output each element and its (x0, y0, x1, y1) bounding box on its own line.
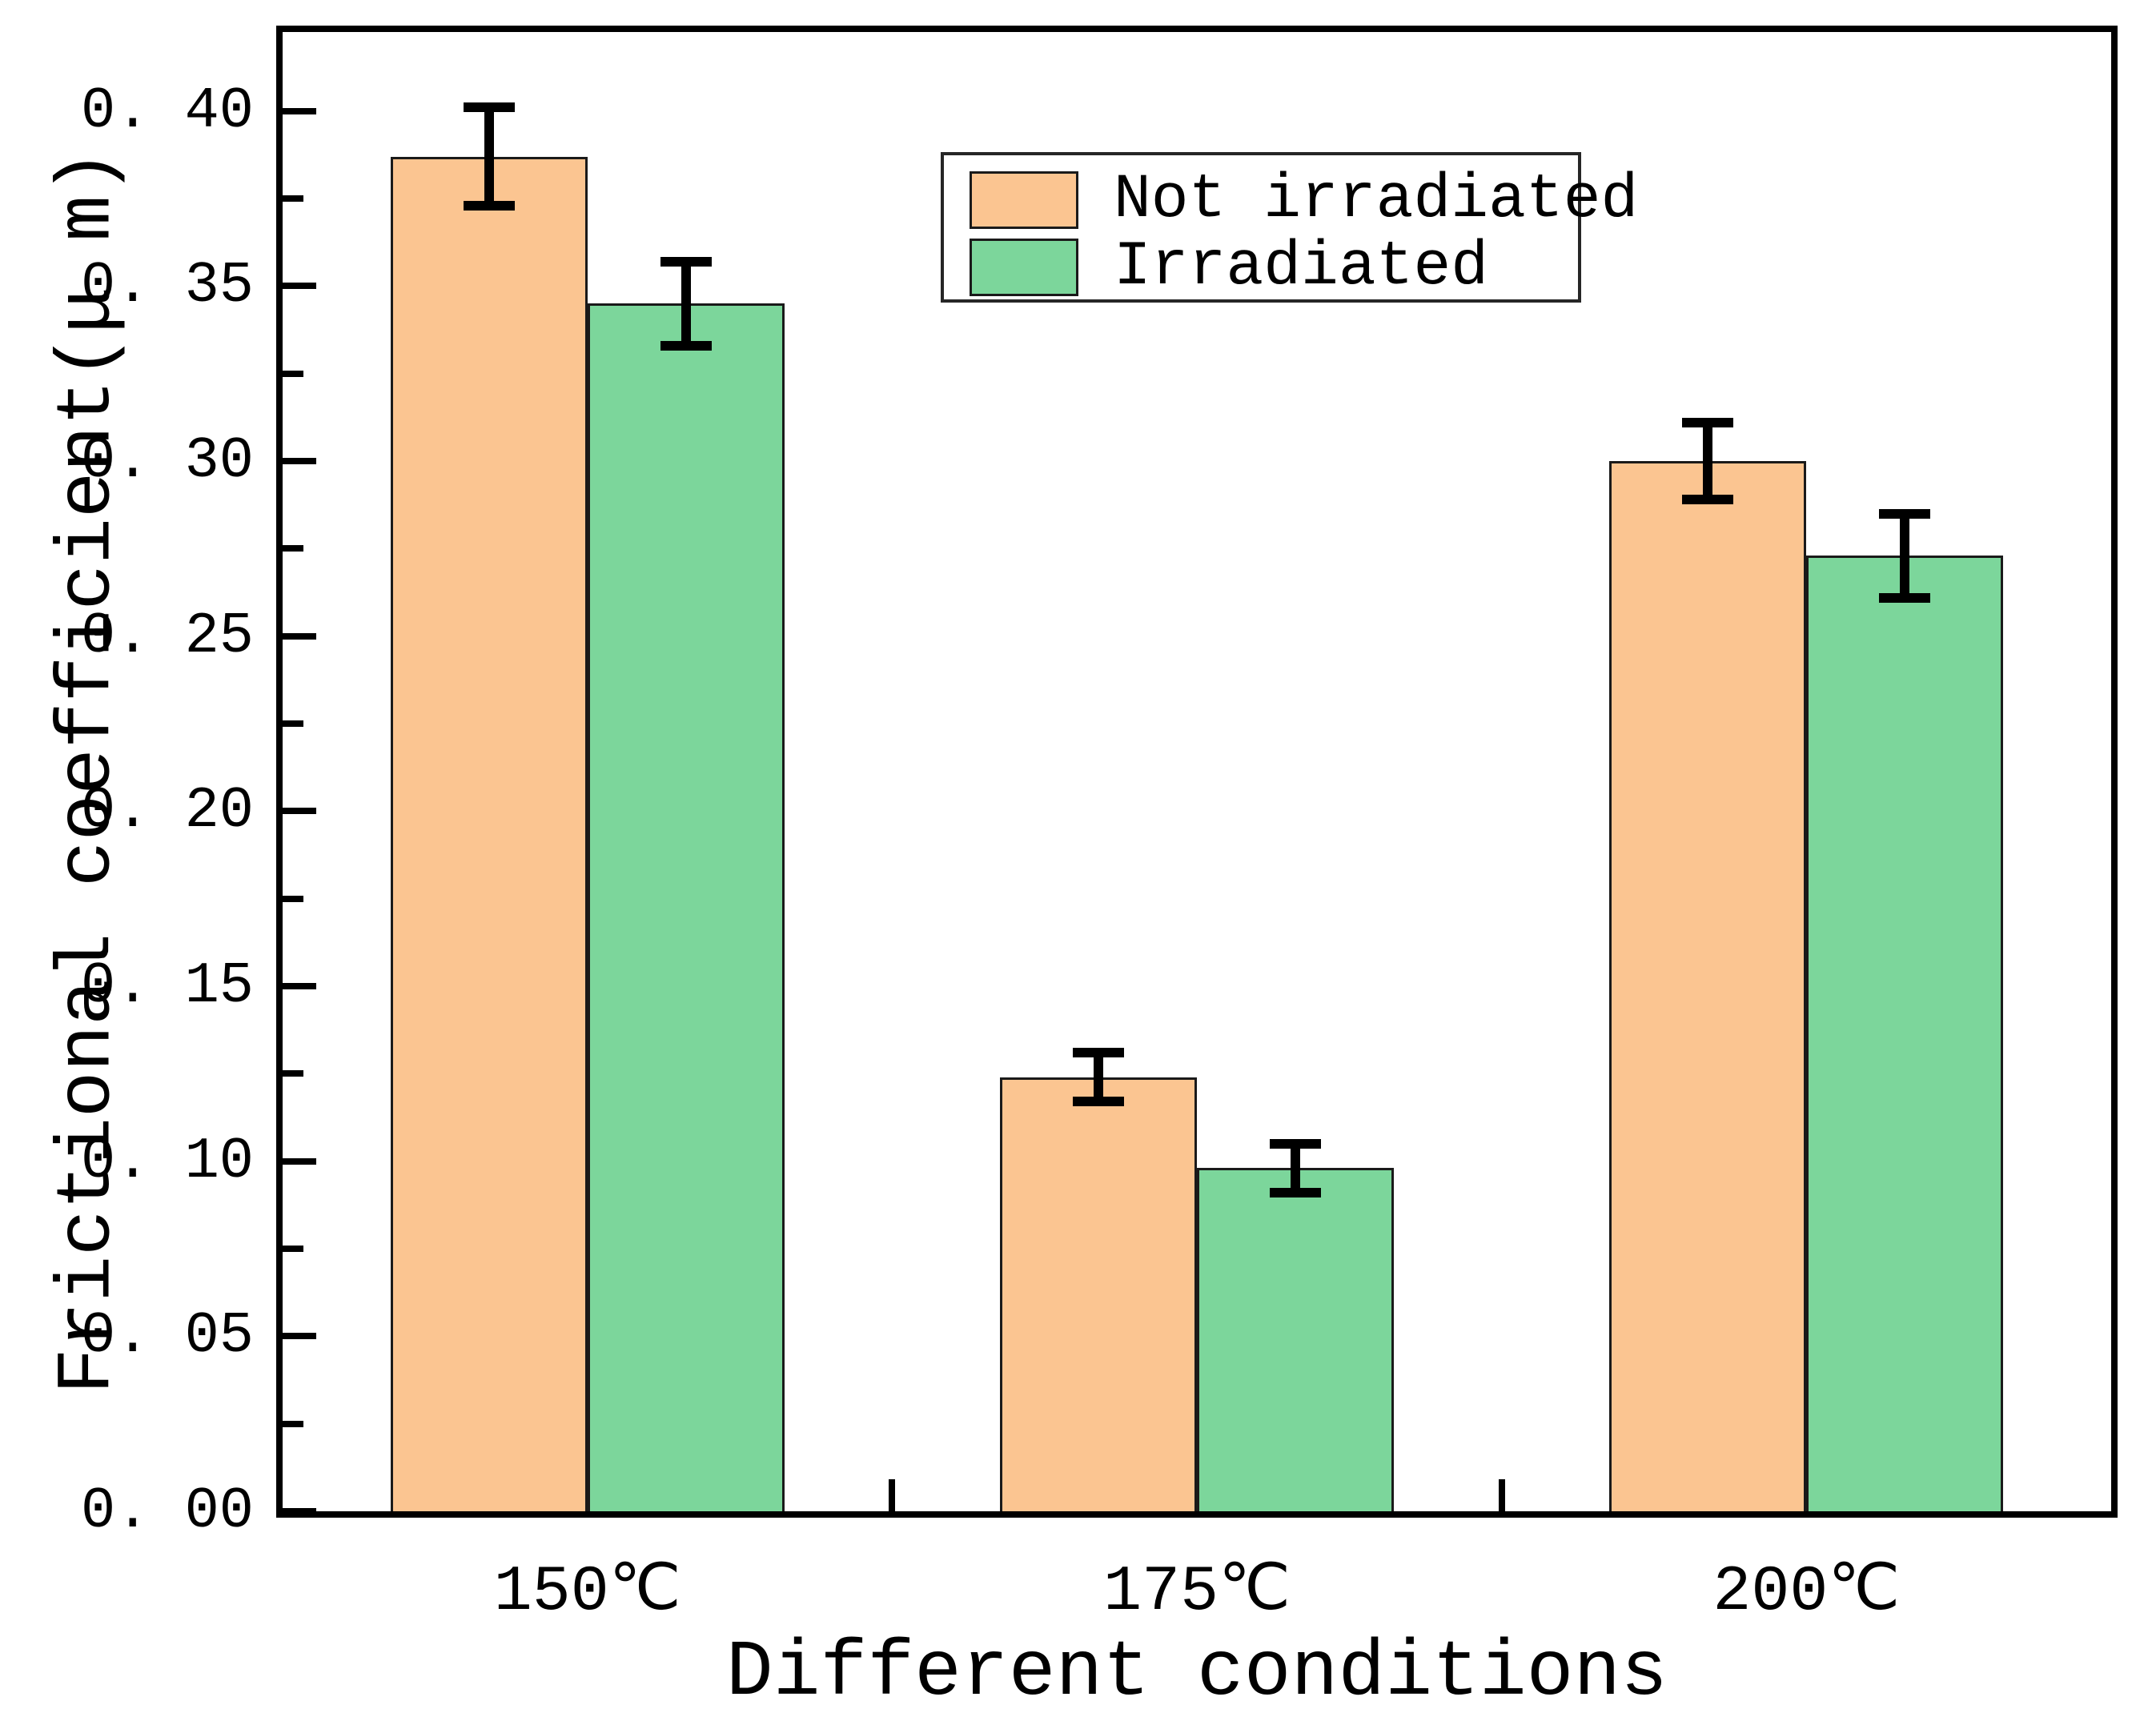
legend-label: Irradiated (1114, 232, 1489, 303)
y-minor-tick (283, 895, 303, 902)
bar-not-irradiated-150c (390, 156, 588, 1511)
y-tick-label: 0. 40 (80, 78, 254, 144)
y-axis-title: Frictional coefficient(μ m) (44, 149, 132, 1394)
bar-irradiated-200c (1806, 556, 2004, 1511)
y-major-tick (283, 107, 316, 114)
error-bar-cap-bottom (1270, 1188, 1321, 1198)
y-minor-tick (283, 545, 303, 552)
error-bar-cap-top (1879, 508, 1931, 519)
x-boundary-tick (889, 1479, 896, 1511)
y-tick-label: 0. 25 (80, 603, 254, 669)
legend-swatch-irradiated (970, 239, 1078, 296)
x-boundary-tick (1498, 1479, 1505, 1511)
y-major-tick (283, 983, 316, 990)
bar-irradiated-150c (587, 303, 785, 1511)
y-tick-label: 0. 30 (80, 428, 254, 495)
error-bar-cap-top (660, 256, 712, 267)
error-bar-cap-top (1682, 418, 1734, 428)
error-bar-cap-bottom (1682, 495, 1734, 505)
error-bar-cap-bottom (1073, 1097, 1124, 1107)
error-bar-line (1291, 1143, 1300, 1193)
y-tick-label: 0. 15 (80, 953, 254, 1020)
y-major-tick (283, 632, 316, 640)
legend: Not irradiated Irradiated (941, 152, 1638, 303)
bar-not-irradiated-200c (1609, 461, 1807, 1511)
error-bar-cap-top (1270, 1138, 1321, 1149)
x-category-label: 200℃ (1712, 1556, 1901, 1629)
error-bar-line (1094, 1053, 1103, 1102)
legend-label: Not irradiated (1114, 165, 1639, 235)
y-major-tick (283, 1508, 316, 1514)
error-bar-cap-bottom (463, 200, 515, 211)
y-tick-label: 0. 35 (80, 253, 254, 319)
x-category-label: 175℃ (1103, 1556, 1291, 1629)
y-major-tick (283, 1157, 316, 1165)
error-bar-cap-bottom (1879, 592, 1931, 603)
y-minor-tick (283, 195, 303, 203)
y-tick-label: 0. 20 (80, 778, 254, 844)
y-tick-label: 0. 10 (80, 1128, 254, 1194)
y-minor-tick (283, 1420, 303, 1427)
error-bar-cap-top (463, 102, 515, 113)
x-category-label: 150℃ (493, 1556, 681, 1629)
x-axis-title: Different conditions (725, 1629, 1668, 1718)
y-major-tick (283, 1333, 316, 1340)
legend-swatch-not-irradiated (970, 171, 1078, 229)
error-bar-cap-bottom (660, 340, 712, 351)
y-tick-label: 0. 05 (80, 1303, 254, 1370)
y-tick-label: 0. 00 (80, 1478, 254, 1544)
y-minor-tick (283, 720, 303, 728)
error-bar-line (1703, 423, 1713, 500)
bar-not-irradiated-175c (1000, 1077, 1197, 1511)
error-bar-cap-top (1073, 1048, 1124, 1058)
y-minor-tick (283, 1246, 303, 1253)
error-bar-line (1900, 513, 1910, 598)
y-minor-tick (283, 1070, 303, 1077)
y-major-tick (283, 808, 316, 815)
y-major-tick (283, 283, 316, 290)
error-bar-line (681, 261, 691, 346)
error-bar-line (484, 107, 494, 206)
y-major-tick (283, 458, 316, 465)
y-minor-tick (283, 370, 303, 377)
bar-irradiated-175c (1197, 1168, 1394, 1511)
